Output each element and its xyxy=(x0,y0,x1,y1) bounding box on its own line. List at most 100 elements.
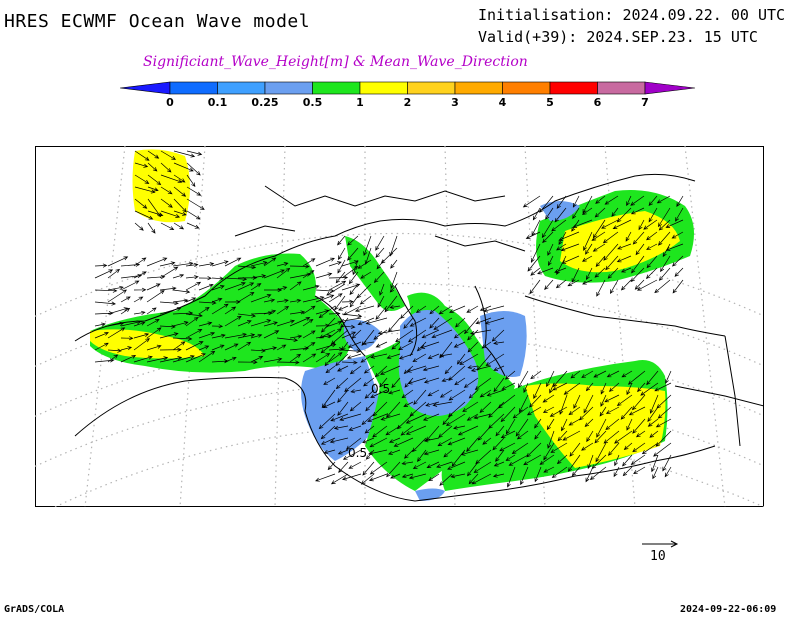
wave-direction-arrow xyxy=(412,461,427,469)
contour-label-2: 0.5 xyxy=(348,446,367,460)
wave-direction-arrow xyxy=(425,401,440,407)
wave-direction-arrow xyxy=(276,262,289,267)
wave-direction-arrow xyxy=(423,449,440,456)
wave-direction-arrow xyxy=(360,271,372,279)
wave-direction-arrow xyxy=(107,289,127,303)
wave-direction-arrow xyxy=(120,336,134,341)
wave-direction-arrow xyxy=(276,267,291,279)
wave-direction-arrow xyxy=(133,271,147,279)
wave-direction-arrow xyxy=(620,267,632,273)
wave-direction-arrow xyxy=(631,255,645,274)
wave-direction-arrow xyxy=(133,287,147,292)
wave-direction-arrow xyxy=(613,466,620,478)
wave-direction-arrow xyxy=(94,269,114,279)
wave-direction-arrow xyxy=(630,454,646,465)
wave-direction-arrow xyxy=(547,430,555,449)
wave-direction-arrow xyxy=(173,222,185,230)
wave-direction-arrow xyxy=(534,418,542,429)
wave-direction-arrow xyxy=(211,285,225,291)
wave-direction-arrow xyxy=(409,317,427,327)
variable-title: Significiant_Wave_Height[m] & Mean_Wave_… xyxy=(143,54,528,70)
wave-direction-arrow xyxy=(554,207,567,223)
wave-direction-arrow xyxy=(405,413,427,424)
wave-direction-arrow xyxy=(172,273,185,279)
wave-direction-arrow xyxy=(581,442,594,451)
wave-direction-arrow xyxy=(370,353,388,359)
wave-map: 0.5 0.5 xyxy=(35,146,764,507)
wave-direction-arrow xyxy=(369,437,388,448)
wave-direction-arrow xyxy=(134,222,144,231)
wave-direction-arrow xyxy=(224,332,247,339)
wave-direction-arrow xyxy=(94,288,118,293)
wave-direction-arrow xyxy=(660,255,671,273)
wave-direction-arrow xyxy=(302,319,314,327)
wave-direction-arrow xyxy=(499,442,516,452)
wave-direction-arrow xyxy=(379,283,385,296)
wave-direction-arrow xyxy=(198,276,212,281)
wave-direction-arrow xyxy=(250,261,268,267)
wave-direction-arrow xyxy=(567,454,581,472)
wave-direction-arrow xyxy=(276,298,289,303)
wave-direction-arrow xyxy=(146,356,169,363)
wave-direction-arrow xyxy=(401,473,414,479)
wave-direction-arrow xyxy=(585,466,594,483)
wave-direction-arrow xyxy=(466,305,479,313)
wave-direction-arrow xyxy=(546,418,555,431)
wave-direction-arrow xyxy=(362,461,375,476)
wave-direction-arrow xyxy=(198,331,216,339)
wave-direction-arrow xyxy=(348,461,362,469)
wave-direction-arrow xyxy=(250,356,264,363)
wave-direction-arrow xyxy=(567,279,580,287)
wave-direction-arrow xyxy=(557,430,568,442)
wave-direction-arrow xyxy=(568,418,581,426)
wave-direction-arrow xyxy=(403,365,414,375)
wave-direction-arrow xyxy=(250,333,263,339)
wave-direction-arrow xyxy=(159,266,179,279)
wave-direction-arrow xyxy=(379,377,388,388)
wave-direction-arrow xyxy=(342,473,362,481)
wave-direction-arrow xyxy=(616,207,632,223)
wave-direction-arrow xyxy=(328,328,342,339)
wave-direction-arrow xyxy=(365,317,388,325)
wave-direction-arrow xyxy=(427,353,440,359)
wave-direction-arrow xyxy=(276,344,287,351)
wave-direction-arrow xyxy=(562,430,581,441)
wave-direction-arrow xyxy=(591,231,606,241)
wave-direction-arrow xyxy=(408,473,427,480)
wave-direction-arrow xyxy=(453,425,466,430)
wave-direction-arrow xyxy=(556,243,567,251)
wave-direction-arrow xyxy=(626,418,633,431)
wave-direction-arrow xyxy=(643,219,658,230)
wave-direction-arrow xyxy=(289,298,302,303)
wave-direction-arrow xyxy=(237,320,252,327)
colorbar-swatch xyxy=(407,81,456,95)
wave-direction-arrow xyxy=(375,305,388,320)
wave-direction-arrow xyxy=(649,430,659,438)
wave-direction-arrow xyxy=(250,319,272,327)
wave-direction-arrow xyxy=(475,449,492,465)
wave-direction-arrow xyxy=(432,401,453,407)
wave-direction-arrow xyxy=(542,394,555,403)
wave-direction-arrow xyxy=(263,269,285,279)
wave-direction-arrow xyxy=(413,389,427,405)
wave-direction-arrow xyxy=(348,425,362,431)
wave-direction-arrow xyxy=(341,331,357,339)
wave-direction-arrow xyxy=(545,207,554,220)
wave-direction-arrow xyxy=(211,303,229,315)
wave-direction-arrow xyxy=(107,348,122,353)
wave-direction-arrow xyxy=(186,186,202,196)
wave-direction-arrow xyxy=(325,365,336,374)
wave-direction-arrow xyxy=(586,267,593,281)
wave-direction-arrow xyxy=(473,413,492,420)
wave-direction-arrow xyxy=(632,418,646,434)
wave-direction-arrow xyxy=(572,195,580,208)
wave-direction-arrow xyxy=(173,198,187,213)
wave-direction-arrow xyxy=(341,341,349,351)
wave-direction-arrow xyxy=(337,247,346,260)
wave-direction-arrow xyxy=(393,437,414,447)
wave-direction-arrow xyxy=(543,466,555,473)
wave-direction-arrow xyxy=(328,280,347,291)
wave-direction-arrow xyxy=(289,264,310,269)
wave-direction-arrow xyxy=(173,150,196,158)
wave-direction-arrow xyxy=(395,329,414,343)
